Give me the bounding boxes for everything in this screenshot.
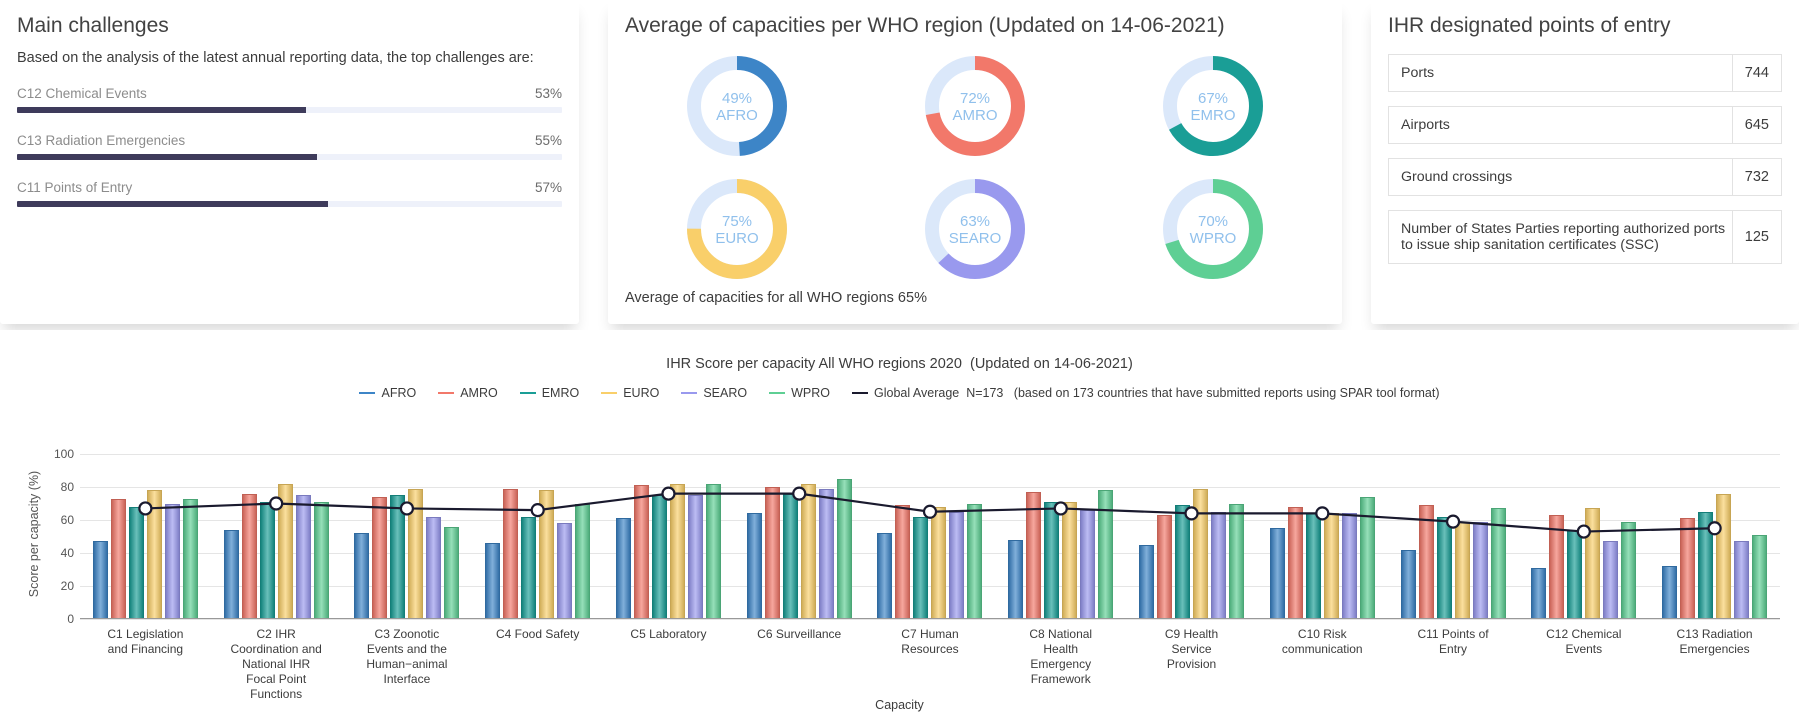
svg-text:EURO: EURO [715,230,758,247]
svg-text:AMRO: AMRO [953,107,998,124]
svg-text:63%: 63% [960,213,990,230]
svg-text:75%: 75% [722,213,752,230]
svg-text:49%: 49% [722,90,752,107]
svg-text:72%: 72% [960,90,990,107]
svg-text:70%: 70% [1198,213,1228,230]
svg-text:AFRO: AFRO [716,107,758,124]
svg-text:WPRO: WPRO [1190,230,1237,247]
svg-text:67%: 67% [1198,90,1228,107]
svg-text:SEARO: SEARO [949,230,1002,247]
svg-text:EMRO: EMRO [1191,107,1236,124]
